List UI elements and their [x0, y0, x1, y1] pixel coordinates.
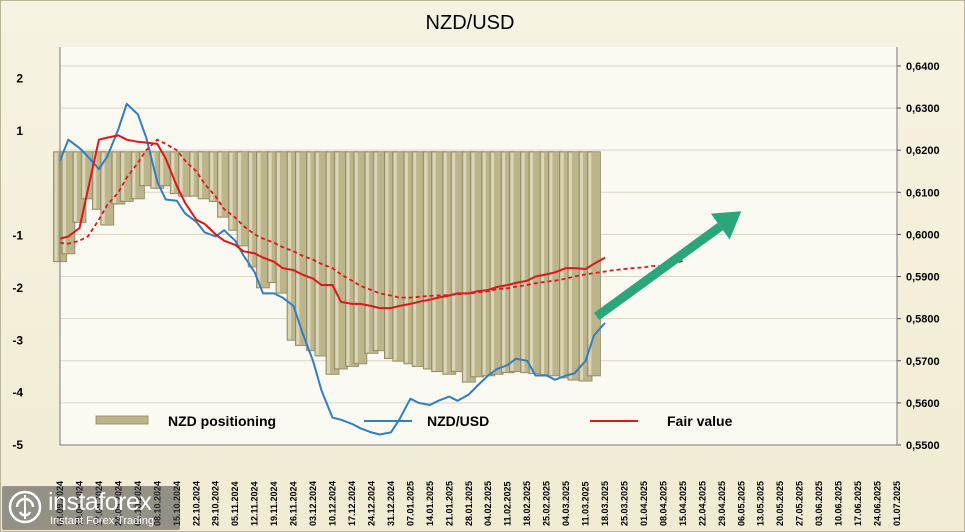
x-tick-label: 17.12.2024	[347, 481, 357, 526]
y-right-tick-label: 0,6300	[906, 103, 940, 115]
legend-item: NZD positioning	[95, 413, 276, 429]
positioning-bar	[489, 151, 504, 375]
x-tick-label: 20.05.2025	[775, 481, 785, 526]
y-left-tick-label: 1	[16, 124, 23, 138]
line-series	[59, 102, 684, 436]
chart-title: NZD/USD	[426, 12, 515, 34]
annotations	[594, 211, 742, 321]
x-tick-label: 03.12.2024	[308, 481, 318, 526]
x-tick-label: 26.11.2024	[289, 481, 299, 526]
instaforex-logo-icon	[8, 490, 42, 524]
watermark-tagline: Instant Forex Trading	[50, 515, 154, 527]
legend: NZD positioning NZD/USD Fair value	[95, 413, 733, 429]
positioning-bar	[567, 151, 582, 381]
x-tick-label: 04.03.2025	[561, 481, 571, 526]
y-right-tick-label: 0,5500	[906, 440, 940, 452]
legend-item: NZD/USD	[364, 413, 489, 429]
x-tick-label: 08.04.2025	[658, 481, 668, 526]
fair-value-line	[59, 134, 606, 310]
x-tick-label: 07.01.2025	[405, 481, 415, 526]
x-tick-label: 18.02.2025	[522, 481, 532, 526]
legend-label: NZD/USD	[427, 413, 489, 429]
x-tick-label: 27.05.2025	[795, 481, 805, 526]
x-tick-label: 11.02.2025	[503, 481, 513, 526]
y-right-tick-label: 0,6100	[906, 187, 940, 199]
x-tick-label: 29.04.2025	[717, 481, 727, 526]
x-tick-label: 04.02.2025	[483, 481, 493, 526]
x-tick-label: 10.06.2025	[834, 481, 844, 526]
x-tick-label: 25.03.2025	[619, 481, 629, 526]
y-left-tick-label: -2	[12, 281, 23, 295]
x-tick-label: 21.01.2025	[444, 481, 454, 526]
x-tick-label: 15.04.2025	[678, 481, 688, 526]
y-right-tick-label: 0,5900	[906, 272, 940, 284]
y-right-tick-label: 0,6400	[906, 61, 940, 73]
x-tick-label: 11.03.2025	[581, 481, 591, 526]
legend-item: Fair value	[590, 413, 733, 429]
nzdusd-line	[59, 102, 606, 436]
y-left-tick-label: -3	[12, 333, 23, 347]
x-tick-label: 03.06.2025	[814, 481, 824, 526]
x-tick-label: 06.05.2025	[736, 481, 746, 526]
watermark-brand: instaforex	[48, 488, 152, 516]
x-tick-label: 19.11.2024	[269, 481, 279, 526]
y-left-tick-label: -1	[12, 229, 23, 243]
legend-label: NZD positioning	[168, 413, 276, 429]
x-tick-label: 10.12.2024	[328, 481, 338, 526]
positioning-bar	[256, 151, 270, 289]
positioning-bar	[411, 151, 426, 367]
y-left-tick-label: -4	[12, 386, 23, 400]
bar-series	[53, 151, 601, 383]
x-tick-label: 25.02.2025	[542, 481, 552, 526]
y-right-tick-label: 0,5600	[906, 398, 940, 410]
x-tick-label: 24.12.2024	[366, 481, 376, 526]
y-right-tick-label: 0,6200	[906, 145, 940, 157]
x-tick-label: 01.07.2025	[892, 481, 902, 526]
x-tick-label: 28.01.2025	[464, 481, 474, 526]
x-tick-label: 22.10.2024	[191, 481, 201, 526]
x-tick-label: 29.10.2024	[211, 481, 221, 526]
x-tick-label: 24.06.2025	[873, 481, 883, 526]
x-tick-label: 14.01.2025	[425, 481, 435, 526]
x-tick-label: 12.11.2024	[250, 481, 260, 526]
watermark: instaforex Instant Forex Trading	[2, 486, 180, 530]
y-right-tick-label: 0,5700	[906, 356, 940, 368]
trend-arrow	[594, 211, 742, 321]
x-tick-label: 18.03.2025	[600, 481, 610, 526]
fair-value-forecast-line	[59, 138, 684, 299]
y-left-tick-label: 2	[16, 71, 23, 85]
y-right-tick-label: 0,6000	[906, 229, 940, 241]
x-tick-label: 22.04.2025	[697, 481, 707, 526]
x-tick-label: 05.11.2024	[230, 481, 240, 526]
legend-swatch	[95, 415, 149, 425]
x-tick-label: 31.12.2024	[386, 481, 396, 526]
x-tick-label: 01.04.2025	[639, 481, 649, 526]
y-left-tick-label: -5	[12, 438, 23, 452]
x-tick-label: 13.05.2025	[756, 481, 766, 526]
legend-label: Fair value	[667, 413, 733, 429]
y-right-tick-label: 0,5800	[906, 314, 940, 326]
positioning-bar	[353, 151, 368, 365]
x-tick-label: 17.06.2025	[853, 481, 863, 526]
